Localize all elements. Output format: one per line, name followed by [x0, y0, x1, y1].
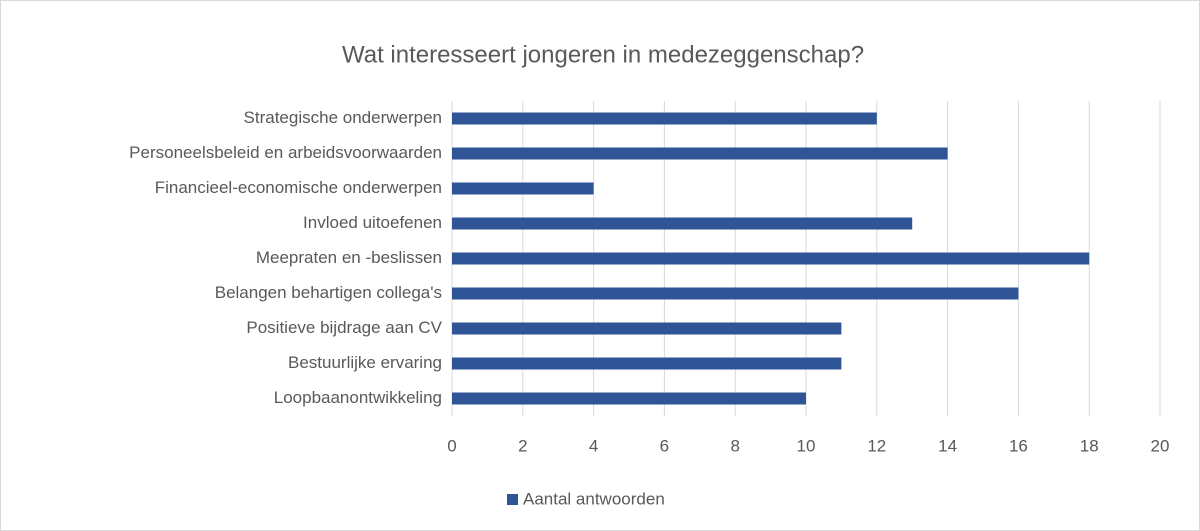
y-tick-label: Personeelsbeleid en arbeidsvoorwaarden — [129, 143, 442, 162]
x-tick-label: 6 — [660, 436, 669, 455]
y-tick-label: Loopbaanontwikkeling — [274, 388, 442, 407]
bar — [452, 287, 1019, 300]
x-tick-label: 0 — [447, 436, 456, 455]
y-tick-label: Strategische onderwerpen — [244, 108, 442, 127]
x-tick-label: 8 — [730, 436, 739, 455]
bar — [452, 217, 913, 230]
y-tick-label: Belangen behartigen collega's — [215, 283, 442, 302]
y-tick-label: Invloed uitoefenen — [303, 213, 442, 232]
x-tick-label: 18 — [1080, 436, 1099, 455]
y-tick-label: Bestuurlijke ervaring — [288, 353, 442, 372]
x-tick-label: 4 — [589, 436, 598, 455]
x-tick-label: 14 — [938, 436, 957, 455]
x-tick-label: 16 — [1009, 436, 1028, 455]
y-tick-label: Meepraten en -beslissen — [256, 248, 442, 267]
x-tick-label: 20 — [1151, 436, 1170, 455]
legend-label: Aantal antwoorden — [523, 489, 665, 508]
bar — [452, 392, 806, 405]
y-tick-label: Positieve bijdrage aan CV — [246, 318, 442, 337]
bar — [452, 357, 842, 370]
x-tick-label: 2 — [518, 436, 527, 455]
bar — [452, 252, 1090, 265]
legend-swatch — [507, 494, 518, 505]
bar — [452, 112, 877, 125]
y-tick-label: Financieel-economische onderwerpen — [155, 178, 442, 197]
bar — [452, 322, 842, 335]
x-tick-label: 10 — [797, 436, 816, 455]
chart-title: Wat interesseert jongeren in medezeggens… — [342, 41, 864, 68]
x-tick-label: 12 — [867, 436, 886, 455]
bar — [452, 147, 948, 160]
bar — [452, 182, 594, 195]
